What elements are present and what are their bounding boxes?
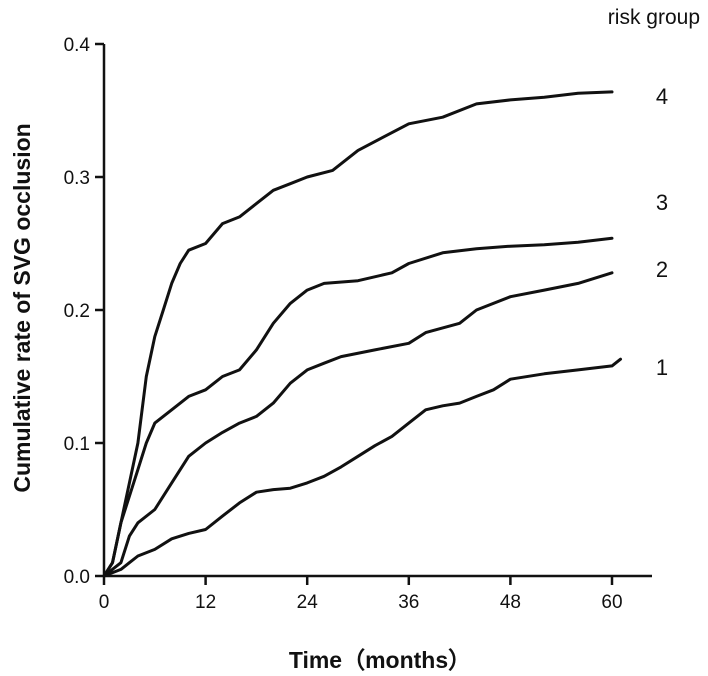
series-label-3: 3 xyxy=(656,190,668,215)
y-axis-title: Cumulative rate of SVG occlusion xyxy=(9,123,35,492)
x-tick-label: 0 xyxy=(99,592,110,613)
y-tick-label: 0.1 xyxy=(64,434,90,455)
x-tick-label: 36 xyxy=(398,592,419,613)
series-label-4: 4 xyxy=(656,84,668,109)
series-line-4 xyxy=(102,90,614,578)
y-tick-label: 0.2 xyxy=(64,301,90,322)
x-tick-label: 12 xyxy=(195,592,216,613)
y-ticks: 0.0 0.1 0.2 0.3 0.4 xyxy=(64,35,104,588)
series-labels: 4 3 2 1 xyxy=(656,84,668,380)
series-line-3 xyxy=(102,236,614,578)
series-line-1 xyxy=(102,357,622,578)
x-axis-title: Time（months） xyxy=(289,647,471,673)
legend-title: risk group xyxy=(608,6,700,29)
y-tick-label: 0.3 xyxy=(64,168,90,189)
y-tick-label: 0.0 xyxy=(64,567,90,588)
x-tick-label: 48 xyxy=(500,592,521,613)
series-label-1: 1 xyxy=(656,355,668,380)
y-tick-label: 0.4 xyxy=(64,35,91,56)
x-tick-label: 24 xyxy=(297,592,319,613)
series-label-2: 2 xyxy=(656,257,668,282)
series-line-2 xyxy=(102,271,614,578)
x-ticks: 0 12 24 36 48 60 xyxy=(99,576,623,613)
axes xyxy=(102,44,652,578)
series-group xyxy=(102,90,622,578)
x-tick-label: 60 xyxy=(601,592,622,613)
